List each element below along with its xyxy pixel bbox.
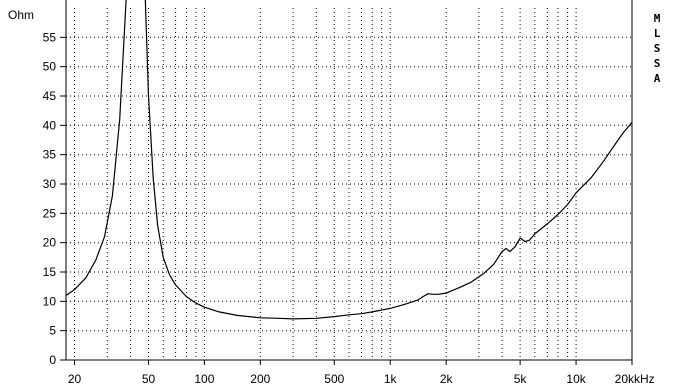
- tick-labels: 0 5 10 15 20 25 30 35 40 45 50 55 20 50 100 200 500 1k 2k 5…: [43, 30, 635, 386]
- side-label-letter: A: [654, 72, 661, 85]
- y-tick-label: 40: [43, 118, 57, 132]
- series-group: [66, 0, 632, 320]
- side-label-letter: S: [654, 57, 661, 70]
- y-tick-label: 15: [43, 265, 57, 279]
- x-tick-label: 100: [194, 372, 214, 386]
- y-tick-label: 25: [43, 206, 57, 220]
- x-tick-label: 200: [250, 372, 270, 386]
- y-tick-label: 55: [43, 30, 57, 44]
- y-tick-label: 10: [43, 294, 57, 308]
- x-tick-label: 5k: [514, 372, 528, 386]
- side-label-letter: L: [654, 27, 661, 40]
- y-tick-label: 50: [43, 60, 57, 74]
- side-label-letter: S: [654, 42, 661, 55]
- series-line: [66, 0, 632, 320]
- y-tick-label: 35: [43, 148, 57, 162]
- x-unit-label: kHz: [634, 372, 655, 386]
- side-label-letter: M: [654, 12, 661, 25]
- x-tick-label: 500: [324, 372, 344, 386]
- x-tick-label: 1k: [384, 372, 398, 386]
- y-tick-label: 20: [43, 236, 57, 250]
- x-tick-label: 10k: [566, 372, 586, 386]
- x-tick-label: 2k: [440, 372, 454, 386]
- y-unit-label: Ohm: [8, 8, 34, 22]
- y-tick-label: 0: [49, 353, 56, 367]
- x-tick-label: 20k: [615, 372, 635, 386]
- x-tick-label: 50: [142, 372, 156, 386]
- y-tick-label: 45: [43, 89, 57, 103]
- x-tick-label: 20: [68, 372, 82, 386]
- grid-lines: [66, 8, 633, 360]
- y-tick-label: 5: [49, 324, 56, 338]
- axis-lines: [65, 0, 633, 361]
- y-tick-label: 30: [43, 177, 57, 191]
